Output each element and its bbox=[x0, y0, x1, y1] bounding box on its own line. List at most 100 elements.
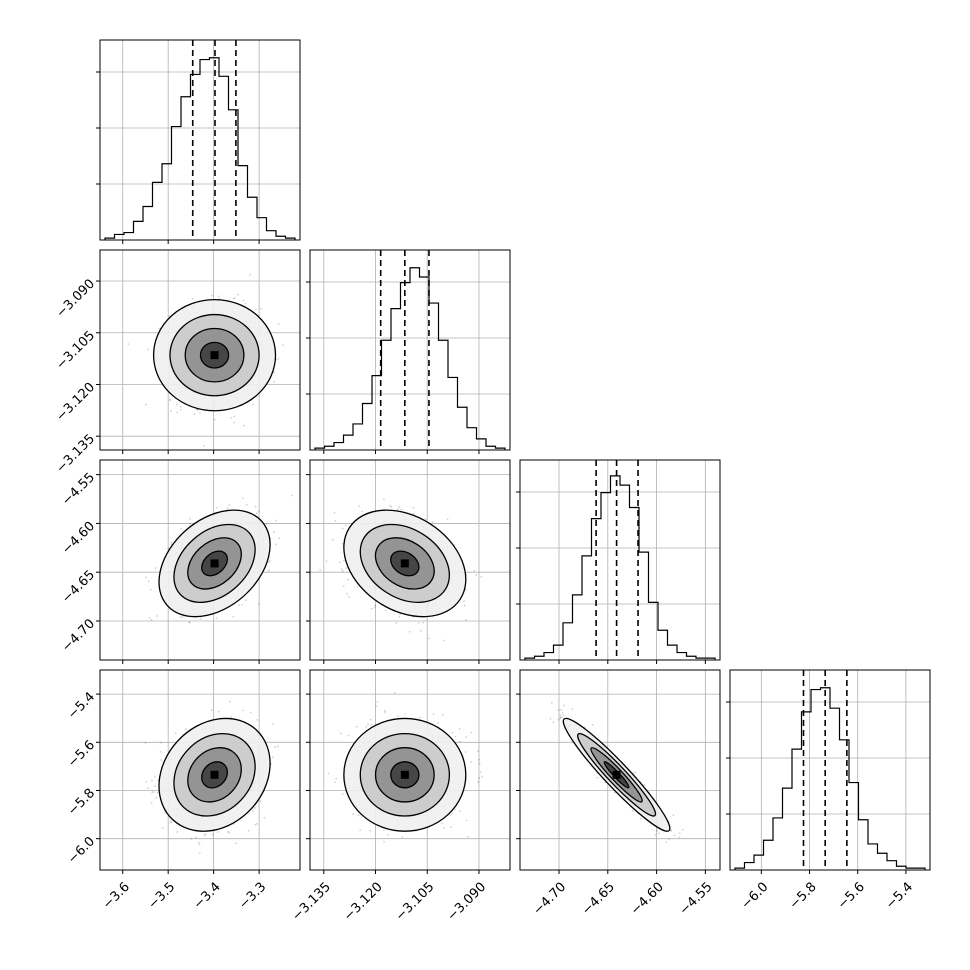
sample-point bbox=[272, 531, 275, 534]
sample-point bbox=[345, 567, 347, 570]
sample-point bbox=[170, 543, 173, 545]
sample-point bbox=[230, 716, 233, 718]
sample-point bbox=[228, 504, 231, 506]
sample-point bbox=[255, 512, 258, 515]
sample-point bbox=[211, 294, 213, 297]
sample-point bbox=[147, 580, 150, 583]
panel-frame bbox=[309, 459, 511, 661]
sample-point bbox=[146, 787, 149, 789]
sample-point bbox=[480, 575, 483, 578]
sample-point bbox=[431, 521, 434, 524]
histogram-panel-1 bbox=[306, 249, 511, 454]
sample-point bbox=[154, 567, 157, 569]
sample-point bbox=[151, 779, 153, 782]
sample-point bbox=[341, 568, 343, 570]
histogram-series-0 bbox=[104, 57, 296, 240]
sample-point bbox=[227, 830, 230, 833]
sample-point bbox=[188, 621, 191, 624]
sample-point bbox=[210, 709, 213, 712]
sample-point bbox=[244, 303, 247, 305]
contour-1 bbox=[359, 523, 451, 603]
sample-point bbox=[424, 518, 427, 520]
sample-point bbox=[233, 296, 236, 299]
sample-point bbox=[226, 507, 229, 510]
contour-0 bbox=[158, 509, 271, 618]
sample-point bbox=[383, 498, 385, 501]
sample-point bbox=[346, 592, 348, 595]
sample-point bbox=[389, 504, 392, 507]
sample-point bbox=[180, 527, 183, 530]
sample-point bbox=[181, 616, 184, 619]
density-peak bbox=[210, 559, 219, 568]
sample-point bbox=[357, 585, 359, 588]
panel-frame bbox=[309, 249, 511, 451]
sample-point bbox=[169, 820, 172, 823]
sample-point bbox=[149, 588, 152, 591]
sample-point bbox=[333, 511, 336, 514]
sample-point bbox=[244, 599, 247, 602]
sample-point bbox=[465, 588, 467, 591]
contour-2 bbox=[184, 327, 245, 383]
sample-point bbox=[189, 517, 192, 520]
sample-point bbox=[361, 510, 363, 513]
sample-point bbox=[196, 408, 198, 411]
sample-point bbox=[465, 619, 467, 621]
density-peak bbox=[400, 559, 409, 568]
sample-point bbox=[249, 273, 251, 276]
sample-point bbox=[170, 821, 173, 824]
contour-3 bbox=[199, 341, 230, 369]
sample-point bbox=[175, 403, 178, 406]
sample-point bbox=[263, 816, 266, 819]
sample-point bbox=[202, 444, 205, 447]
sample-point bbox=[390, 506, 393, 508]
sample-point bbox=[475, 574, 478, 576]
histogram-series-1 bbox=[314, 267, 506, 450]
sample-point bbox=[258, 602, 260, 605]
sample-point bbox=[146, 348, 149, 351]
sample-point bbox=[334, 520, 337, 522]
sample-point bbox=[156, 791, 159, 794]
sample-point bbox=[241, 604, 244, 606]
sample-point bbox=[339, 561, 341, 564]
sample-point bbox=[427, 637, 430, 640]
sample-point bbox=[195, 836, 198, 839]
histogram-panel-0 bbox=[96, 39, 301, 244]
sample-point bbox=[319, 569, 322, 571]
sample-point bbox=[242, 299, 245, 302]
panel-frame bbox=[99, 39, 301, 241]
sample-point bbox=[170, 410, 172, 412]
sample-point bbox=[233, 421, 236, 424]
sample-point bbox=[252, 810, 254, 812]
sample-point bbox=[384, 609, 387, 612]
sample-point bbox=[188, 621, 191, 624]
sample-point bbox=[258, 510, 260, 513]
sample-point bbox=[189, 523, 191, 525]
sample-point bbox=[191, 297, 194, 300]
sample-point bbox=[256, 822, 258, 825]
sample-point bbox=[241, 497, 244, 499]
scatter-panel-3-0 bbox=[96, 669, 301, 874]
sample-point bbox=[213, 418, 216, 421]
sample-point bbox=[211, 833, 214, 836]
sample-point bbox=[170, 541, 173, 544]
panel-frame bbox=[519, 459, 721, 661]
sample-point bbox=[216, 831, 219, 833]
sample-point bbox=[398, 615, 401, 618]
contour-1 bbox=[169, 313, 260, 397]
sample-point bbox=[267, 569, 270, 572]
sample-point bbox=[145, 576, 147, 579]
sample-point bbox=[232, 615, 235, 618]
sample-point bbox=[169, 399, 171, 402]
sample-point bbox=[341, 570, 344, 573]
sample-point bbox=[282, 344, 284, 346]
sample-point bbox=[341, 542, 344, 545]
contour-2 bbox=[187, 537, 242, 590]
sample-point bbox=[342, 585, 345, 587]
sample-point bbox=[278, 537, 281, 540]
sample-point bbox=[150, 802, 153, 804]
sample-point bbox=[325, 560, 328, 563]
sample-point bbox=[417, 622, 420, 624]
sample-point bbox=[275, 358, 278, 361]
sample-point bbox=[341, 527, 344, 530]
